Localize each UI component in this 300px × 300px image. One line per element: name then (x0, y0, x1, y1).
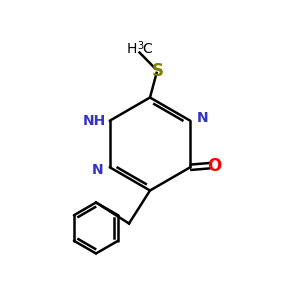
Text: NH: NH (82, 114, 106, 128)
Text: S: S (152, 61, 164, 80)
Text: C: C (142, 43, 152, 56)
Text: O: O (207, 157, 221, 175)
Text: 3: 3 (137, 41, 143, 51)
Text: H: H (126, 43, 136, 56)
Text: N: N (196, 111, 208, 125)
Text: N: N (91, 163, 103, 177)
